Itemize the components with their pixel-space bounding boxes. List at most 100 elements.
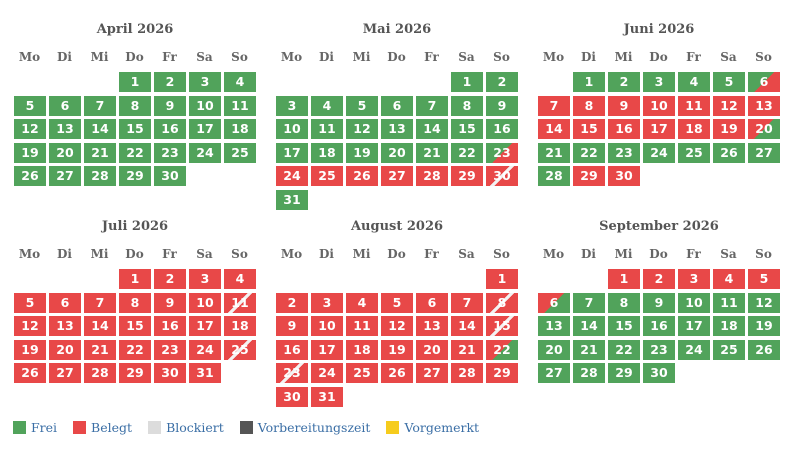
- day-cell[interactable]: 25: [224, 142, 256, 163]
- day-cell[interactable]: 28: [416, 166, 448, 186]
- day-cell[interactable]: 26: [381, 363, 413, 383]
- day-cell[interactable]: 16: [276, 339, 308, 360]
- day-cell[interactable]: 3: [189, 72, 221, 92]
- day-cell[interactable]: 12: [346, 119, 378, 139]
- day-cell[interactable]: 12: [14, 119, 46, 139]
- day-cell[interactable]: 7: [84, 292, 116, 313]
- day-cell[interactable]: 17: [643, 119, 675, 139]
- day-cell[interactable]: 21: [416, 142, 448, 163]
- day-cell[interactable]: 9: [276, 316, 308, 336]
- day-cell[interactable]: 19: [713, 119, 745, 139]
- day-cell[interactable]: 1: [119, 269, 151, 289]
- day-cell[interactable]: 23: [276, 363, 308, 383]
- day-cell[interactable]: 27: [381, 166, 413, 186]
- day-cell[interactable]: 2: [608, 72, 640, 92]
- day-cell[interactable]: 4: [224, 269, 256, 289]
- day-cell[interactable]: 27: [538, 363, 570, 383]
- day-cell[interactable]: 16: [643, 316, 675, 336]
- day-cell[interactable]: 1: [451, 72, 483, 92]
- day-cell[interactable]: 15: [451, 119, 483, 139]
- day-cell[interactable]: 28: [451, 363, 483, 383]
- day-cell[interactable]: 26: [14, 363, 46, 383]
- day-cell[interactable]: 18: [346, 339, 378, 360]
- day-cell[interactable]: 10: [276, 119, 308, 139]
- day-cell[interactable]: 29: [451, 166, 483, 186]
- day-cell[interactable]: 21: [573, 339, 605, 360]
- day-cell[interactable]: 30: [276, 386, 308, 407]
- day-cell[interactable]: 20: [748, 119, 780, 139]
- day-cell[interactable]: 25: [311, 166, 343, 186]
- day-cell[interactable]: 11: [678, 95, 710, 116]
- day-cell[interactable]: 10: [678, 292, 710, 313]
- day-cell[interactable]: 12: [14, 316, 46, 336]
- day-cell[interactable]: 15: [573, 119, 605, 139]
- day-cell[interactable]: 2: [154, 269, 186, 289]
- day-cell[interactable]: 15: [119, 119, 151, 139]
- day-cell[interactable]: 13: [416, 316, 448, 336]
- day-cell[interactable]: 31: [311, 386, 343, 407]
- day-cell[interactable]: 18: [678, 119, 710, 139]
- day-cell[interactable]: 19: [748, 316, 780, 336]
- day-cell[interactable]: 1: [573, 72, 605, 92]
- day-cell[interactable]: 18: [224, 316, 256, 336]
- day-cell[interactable]: 15: [608, 316, 640, 336]
- day-cell[interactable]: 6: [381, 95, 413, 116]
- day-cell[interactable]: 13: [381, 119, 413, 139]
- day-cell[interactable]: 14: [538, 119, 570, 139]
- day-cell[interactable]: 23: [486, 142, 518, 163]
- day-cell[interactable]: 14: [84, 316, 116, 336]
- day-cell[interactable]: 16: [608, 119, 640, 139]
- day-cell[interactable]: 21: [84, 142, 116, 163]
- day-cell[interactable]: 12: [748, 292, 780, 313]
- day-cell[interactable]: 22: [119, 339, 151, 360]
- day-cell[interactable]: 5: [381, 292, 413, 313]
- day-cell[interactable]: 4: [678, 72, 710, 92]
- day-cell[interactable]: 29: [119, 166, 151, 186]
- day-cell[interactable]: 5: [346, 95, 378, 116]
- day-cell[interactable]: 19: [346, 142, 378, 163]
- day-cell[interactable]: 2: [486, 72, 518, 92]
- day-cell[interactable]: 8: [486, 292, 518, 313]
- day-cell[interactable]: 29: [608, 363, 640, 383]
- day-cell[interactable]: 6: [748, 72, 780, 92]
- day-cell[interactable]: 20: [538, 339, 570, 360]
- day-cell[interactable]: 9: [486, 95, 518, 116]
- day-cell[interactable]: 2: [154, 72, 186, 92]
- day-cell[interactable]: 21: [451, 339, 483, 360]
- day-cell[interactable]: 2: [276, 292, 308, 313]
- day-cell[interactable]: 17: [189, 316, 221, 336]
- day-cell[interactable]: 26: [346, 166, 378, 186]
- day-cell[interactable]: 17: [678, 316, 710, 336]
- day-cell[interactable]: 4: [713, 269, 745, 289]
- day-cell[interactable]: 29: [573, 166, 605, 186]
- day-cell[interactable]: 18: [713, 316, 745, 336]
- day-cell[interactable]: 14: [573, 316, 605, 336]
- day-cell[interactable]: 20: [49, 142, 81, 163]
- day-cell[interactable]: 18: [311, 142, 343, 163]
- day-cell[interactable]: 23: [643, 339, 675, 360]
- day-cell[interactable]: 16: [154, 316, 186, 336]
- day-cell[interactable]: 9: [643, 292, 675, 313]
- day-cell[interactable]: 22: [119, 142, 151, 163]
- day-cell[interactable]: 7: [84, 95, 116, 116]
- day-cell[interactable]: 9: [154, 95, 186, 116]
- day-cell[interactable]: 22: [608, 339, 640, 360]
- day-cell[interactable]: 5: [748, 269, 780, 289]
- day-cell[interactable]: 25: [678, 142, 710, 163]
- day-cell[interactable]: 10: [311, 316, 343, 336]
- day-cell[interactable]: 1: [486, 269, 518, 289]
- day-cell[interactable]: 24: [276, 166, 308, 186]
- day-cell[interactable]: 17: [311, 339, 343, 360]
- day-cell[interactable]: 11: [713, 292, 745, 313]
- day-cell[interactable]: 24: [189, 142, 221, 163]
- day-cell[interactable]: 8: [573, 95, 605, 116]
- day-cell[interactable]: 28: [538, 166, 570, 186]
- day-cell[interactable]: 14: [84, 119, 116, 139]
- day-cell[interactable]: 4: [346, 292, 378, 313]
- day-cell[interactable]: 13: [49, 119, 81, 139]
- day-cell[interactable]: 25: [224, 339, 256, 360]
- day-cell[interactable]: 15: [119, 316, 151, 336]
- day-cell[interactable]: 8: [119, 95, 151, 116]
- day-cell[interactable]: 30: [154, 166, 186, 186]
- day-cell[interactable]: 5: [14, 292, 46, 313]
